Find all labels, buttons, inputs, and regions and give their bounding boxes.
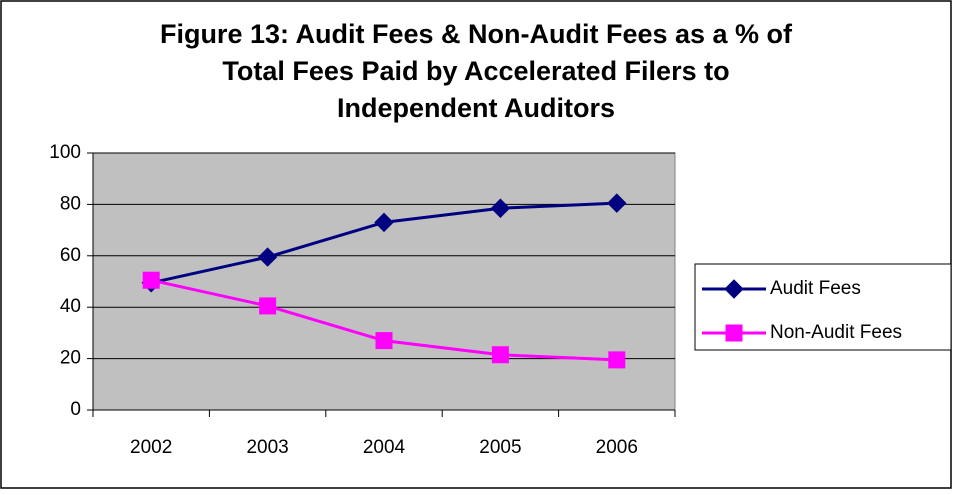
x-tick-label: 2005 bbox=[479, 437, 521, 458]
legend-label: Audit Fees bbox=[770, 278, 861, 299]
y-tick-label: 100 bbox=[49, 142, 81, 163]
x-tick-label: 2006 bbox=[596, 437, 638, 458]
y-tick-label: 0 bbox=[70, 399, 81, 420]
x-tick-label: 2003 bbox=[246, 437, 288, 458]
legend-label: Non-Audit Fees bbox=[770, 322, 902, 343]
data-point bbox=[259, 297, 277, 315]
data-point bbox=[374, 212, 394, 233]
data-point bbox=[142, 271, 160, 289]
data-point bbox=[490, 198, 511, 218]
chart-title: Total Fees Paid by Accelerated Filers to bbox=[222, 56, 729, 86]
plot-area bbox=[92, 152, 676, 411]
data-point bbox=[375, 332, 393, 350]
y-tick-label: 60 bbox=[60, 245, 81, 266]
x-tick-label: 2002 bbox=[130, 437, 172, 458]
chart-title: Figure 13: Audit Fees & Non-Audit Fees a… bbox=[160, 19, 793, 49]
y-tick-label: 80 bbox=[60, 193, 81, 214]
data-point bbox=[491, 346, 509, 364]
legend-marker bbox=[724, 279, 744, 299]
data-point bbox=[608, 351, 626, 369]
x-tick-label: 2004 bbox=[363, 437, 406, 458]
legend-marker bbox=[725, 324, 743, 342]
y-tick-label: 40 bbox=[60, 296, 81, 317]
data-point bbox=[257, 247, 278, 267]
chart-title: Independent Auditors bbox=[337, 93, 615, 123]
data-point bbox=[607, 193, 627, 213]
y-tick-label: 20 bbox=[60, 348, 81, 369]
